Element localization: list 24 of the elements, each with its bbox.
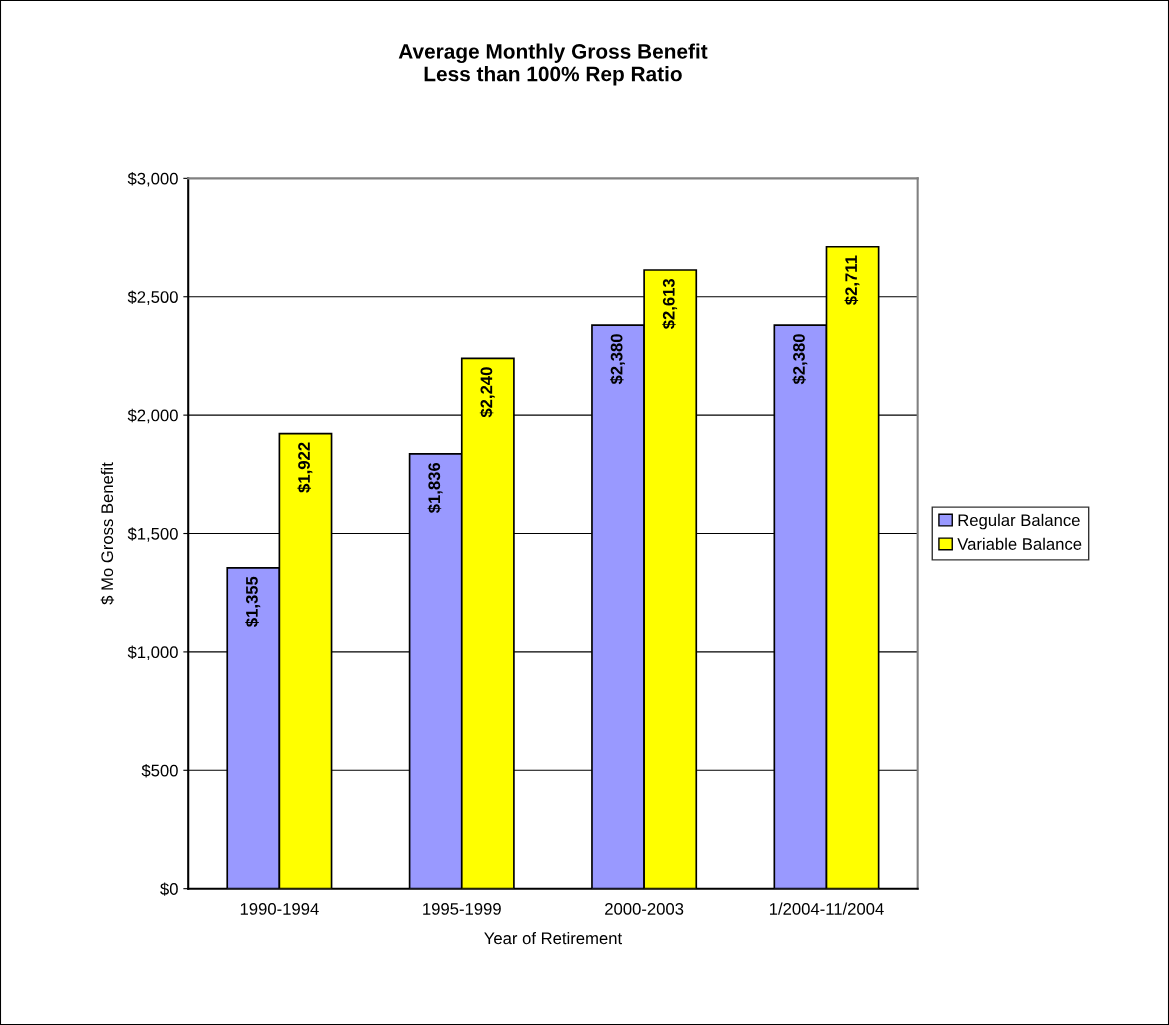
legend-label: Variable Balance [957, 537, 1082, 550]
y-axis-title: $ Mo Gross Benefit [100, 462, 115, 605]
y-tick-label: $3,000 [127, 172, 178, 187]
y-tick-label: $0 [160, 882, 178, 896]
data-label: $1,836 [427, 462, 443, 514]
y-tick-label: $1,500 [127, 527, 178, 542]
x-tick-label: 1995-1999 [423, 903, 501, 915]
chart-title: Average Monthly Gross Benefit Less than 100% Rep Ratio [398, 43, 708, 86]
data-label: $1,355 [245, 576, 261, 627]
y-tick-label: $500 [141, 763, 178, 778]
x-axis-title: Year of Retirement [484, 931, 622, 945]
data-label: $1,922 [297, 442, 313, 493]
data-label: $2,613 [662, 278, 678, 330]
x-tick-label: 2000-2003 [605, 903, 684, 915]
data-label: $2,380 [792, 334, 808, 385]
x-tick-label: 1/2004-11/2004 [769, 902, 884, 915]
y-tick-label: $2,000 [127, 408, 178, 424]
data-label: $2,711 [844, 255, 860, 305]
x-tick-label: 1990-1994 [240, 903, 319, 915]
data-label: $2,380 [609, 334, 625, 385]
legend-label: Regular Balance [958, 513, 1080, 530]
data-label: $2,240 [479, 367, 495, 418]
y-tick-label: $1,000 [127, 645, 178, 661]
y-tick-label: $2,500 [127, 290, 178, 305]
